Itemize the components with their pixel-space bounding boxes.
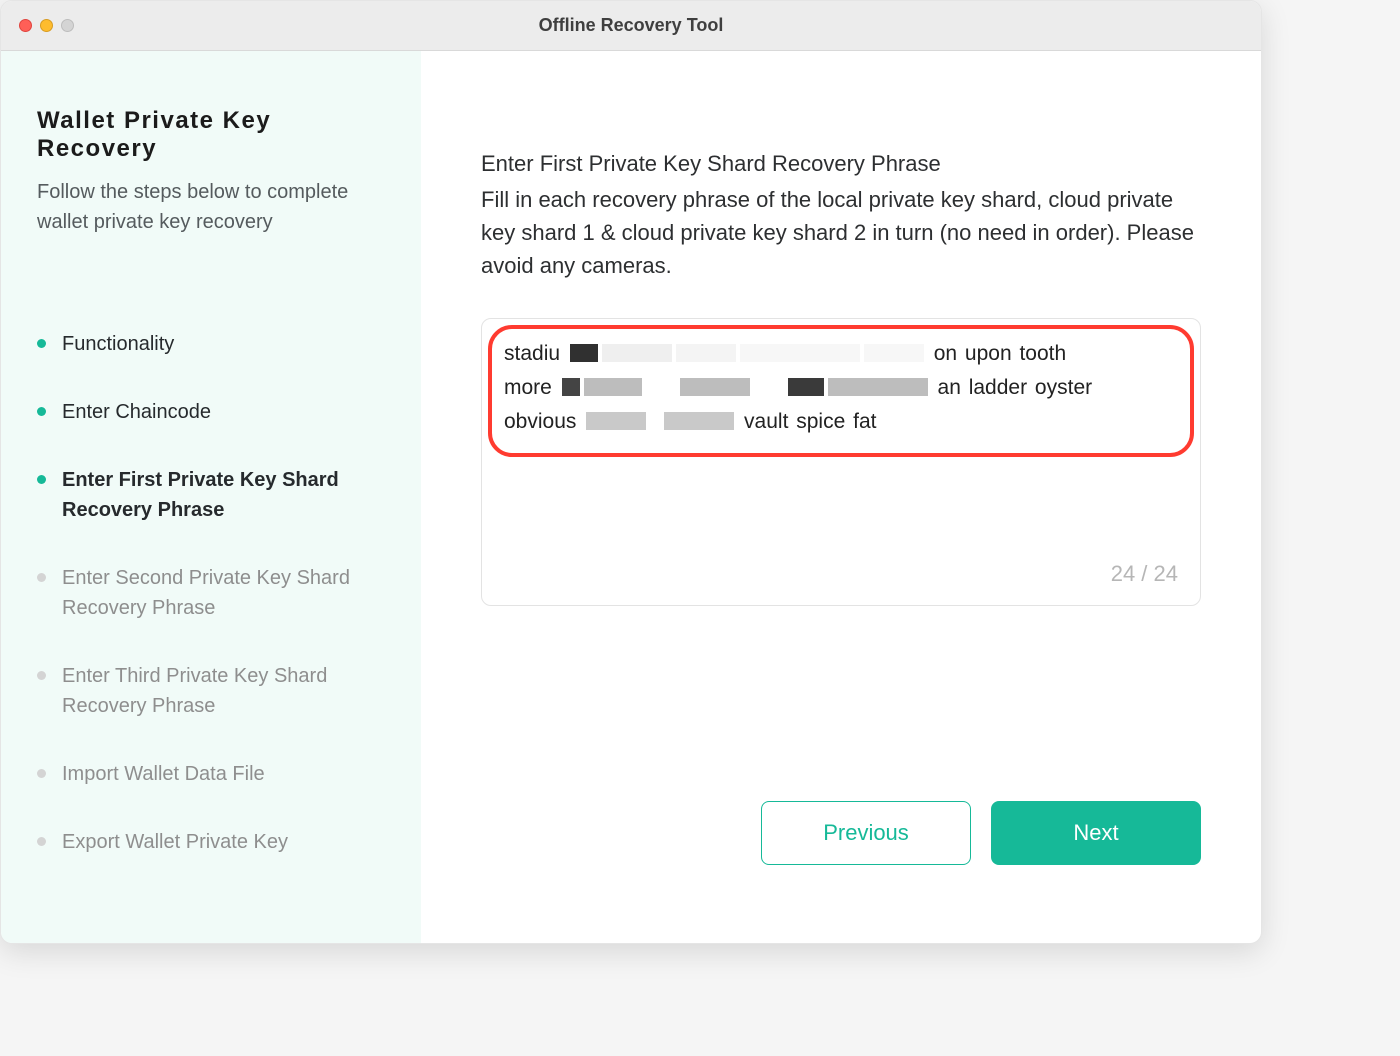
step-enter-chaincode[interactable]: Enter Chaincode bbox=[37, 397, 387, 427]
word-counter: 24 / 24 bbox=[1111, 561, 1178, 587]
redacted-word bbox=[680, 378, 750, 396]
recovery-phrase-input[interactable]: stadiu on upon toothmore an ladder oyste… bbox=[481, 318, 1201, 606]
previous-button[interactable]: Previous bbox=[761, 801, 971, 865]
step-label: Import Wallet Data File bbox=[62, 759, 265, 789]
minimize-icon[interactable] bbox=[40, 19, 53, 32]
main-description: Fill in each recovery phrase of the loca… bbox=[481, 183, 1201, 282]
step-label: Functionality bbox=[62, 329, 174, 359]
step-list: Functionality Enter Chaincode Enter Firs… bbox=[37, 329, 387, 857]
step-import-wallet-data[interactable]: Import Wallet Data File bbox=[37, 759, 387, 789]
redacted-word bbox=[650, 412, 660, 430]
redacted-word bbox=[602, 344, 672, 362]
step-label: Enter Second Private Key Shard Recovery … bbox=[62, 563, 387, 623]
redacted-word bbox=[754, 378, 784, 396]
step-enter-second-shard[interactable]: Enter Second Private Key Shard Recovery … bbox=[37, 563, 387, 623]
step-label: Enter Chaincode bbox=[62, 397, 211, 427]
redacted-word bbox=[828, 378, 928, 396]
redacted-word bbox=[664, 412, 734, 430]
step-dot-icon bbox=[37, 671, 46, 680]
main-heading: Enter First Private Key Shard Recovery P… bbox=[481, 151, 1201, 177]
traffic-lights bbox=[1, 19, 74, 32]
close-icon[interactable] bbox=[19, 19, 32, 32]
redacted-word bbox=[864, 344, 924, 362]
step-label: Enter Third Private Key Shard Recovery P… bbox=[62, 661, 387, 721]
redacted-word bbox=[788, 378, 824, 396]
sidebar: Wallet Private Key Recovery Follow the s… bbox=[1, 51, 421, 943]
step-dot-icon bbox=[37, 339, 46, 348]
step-dot-icon bbox=[37, 407, 46, 416]
redacted-word bbox=[676, 344, 736, 362]
app-window: Offline Recovery Tool Wallet Private Key… bbox=[0, 0, 1262, 944]
window-title: Offline Recovery Tool bbox=[1, 15, 1261, 36]
step-dot-icon bbox=[37, 837, 46, 846]
redacted-word bbox=[584, 378, 642, 396]
step-functionality[interactable]: Functionality bbox=[37, 329, 387, 359]
step-enter-first-shard[interactable]: Enter First Private Key Shard Recovery P… bbox=[37, 465, 387, 525]
step-enter-third-shard[interactable]: Enter Third Private Key Shard Recovery P… bbox=[37, 661, 387, 721]
window-body: Wallet Private Key Recovery Follow the s… bbox=[1, 51, 1261, 943]
sidebar-subtitle: Follow the steps below to complete walle… bbox=[37, 177, 387, 237]
footer-buttons: Previous Next bbox=[761, 801, 1201, 865]
redacted-word bbox=[740, 344, 860, 362]
sidebar-title: Wallet Private Key Recovery bbox=[37, 107, 387, 163]
redacted-word bbox=[586, 412, 646, 430]
main-panel: Enter First Private Key Shard Recovery P… bbox=[421, 51, 1261, 943]
redacted-word bbox=[562, 378, 580, 396]
step-label: Export Wallet Private Key bbox=[62, 827, 288, 857]
step-label: Enter First Private Key Shard Recovery P… bbox=[62, 465, 387, 525]
next-button[interactable]: Next bbox=[991, 801, 1201, 865]
phrase-text: stadiu on upon toothmore an ladder oyste… bbox=[504, 337, 1178, 439]
zoom-disabled-icon bbox=[61, 19, 74, 32]
redacted-word bbox=[646, 378, 676, 396]
step-dot-icon bbox=[37, 573, 46, 582]
step-export-private-key[interactable]: Export Wallet Private Key bbox=[37, 827, 387, 857]
step-dot-icon bbox=[37, 475, 46, 484]
titlebar: Offline Recovery Tool bbox=[1, 1, 1261, 51]
redacted-word bbox=[570, 344, 598, 362]
step-dot-icon bbox=[37, 769, 46, 778]
